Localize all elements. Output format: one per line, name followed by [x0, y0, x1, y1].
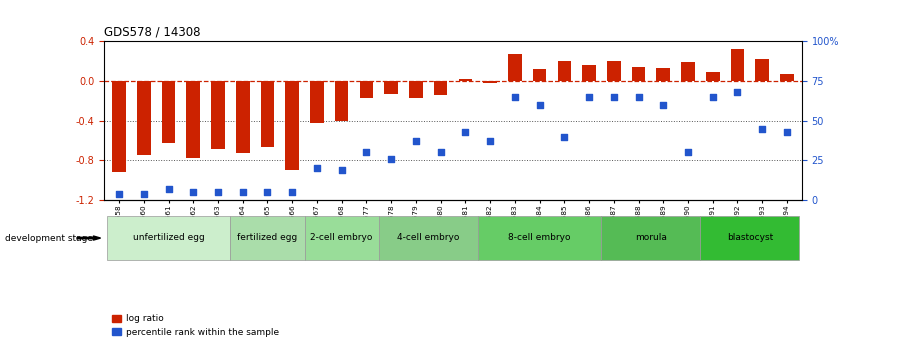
Point	[582, 94, 596, 100]
Text: fertilized egg: fertilized egg	[237, 233, 297, 241]
Bar	[137, 81, 150, 156]
Point	[384, 156, 399, 161]
Text: GDS578 / 14308: GDS578 / 14308	[104, 26, 201, 39]
Point	[680, 150, 695, 155]
Bar	[285, 81, 299, 170]
Point	[186, 189, 200, 195]
FancyBboxPatch shape	[700, 216, 799, 260]
Bar	[583, 65, 596, 81]
Text: unfertilized egg: unfertilized egg	[132, 233, 205, 241]
Bar	[483, 81, 496, 83]
Text: 4-cell embryo: 4-cell embryo	[397, 233, 459, 241]
FancyBboxPatch shape	[602, 216, 700, 260]
Point	[730, 89, 745, 95]
Point	[656, 102, 670, 108]
Point	[755, 126, 769, 131]
Point	[310, 166, 324, 171]
Legend: log ratio, percentile rank within the sample: log ratio, percentile rank within the sa…	[109, 311, 283, 341]
Point	[409, 139, 423, 144]
Point	[780, 129, 795, 135]
Bar	[681, 62, 695, 81]
Point	[458, 129, 473, 135]
Point	[533, 102, 547, 108]
Point	[631, 94, 646, 100]
Bar	[211, 81, 225, 148]
Bar	[607, 61, 621, 81]
Point	[111, 191, 126, 197]
Point	[260, 189, 275, 195]
Bar	[508, 54, 522, 81]
Text: blastocyst: blastocyst	[727, 233, 773, 241]
Bar	[533, 69, 546, 81]
Point	[211, 189, 226, 195]
Text: 8-cell embryo: 8-cell embryo	[508, 233, 571, 241]
Point	[483, 139, 497, 144]
Bar	[657, 68, 670, 81]
Text: development stage: development stage	[5, 234, 92, 243]
FancyBboxPatch shape	[379, 216, 477, 260]
Bar	[458, 79, 472, 81]
Point	[359, 150, 373, 155]
Point	[137, 191, 151, 197]
Point	[557, 134, 572, 139]
Bar	[631, 67, 645, 81]
Text: morula: morula	[635, 233, 667, 241]
Bar	[706, 72, 719, 81]
Point	[706, 94, 720, 100]
Point	[507, 94, 522, 100]
Bar	[384, 81, 398, 94]
Bar	[187, 81, 200, 158]
Bar	[236, 81, 249, 154]
Point	[334, 167, 349, 173]
FancyBboxPatch shape	[107, 216, 230, 260]
Bar	[434, 81, 448, 95]
Bar	[335, 81, 349, 121]
Text: 2-cell embryo: 2-cell embryo	[311, 233, 373, 241]
Bar	[410, 81, 423, 98]
Bar	[756, 59, 769, 81]
Bar	[730, 49, 745, 81]
Point	[285, 189, 300, 195]
FancyBboxPatch shape	[477, 216, 602, 260]
Point	[606, 94, 621, 100]
FancyBboxPatch shape	[304, 216, 379, 260]
Bar	[261, 81, 275, 147]
FancyBboxPatch shape	[230, 216, 304, 260]
Bar	[161, 81, 176, 142]
Bar	[780, 74, 794, 81]
Bar	[557, 61, 571, 81]
Bar	[360, 81, 373, 98]
Bar	[310, 81, 323, 123]
Point	[161, 186, 176, 192]
Point	[433, 150, 448, 155]
Bar	[112, 81, 126, 172]
Point	[236, 189, 250, 195]
